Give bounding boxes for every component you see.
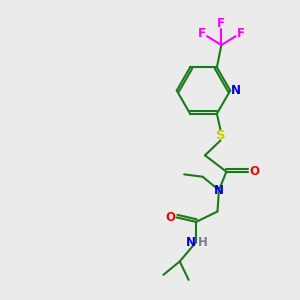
Text: F: F: [237, 27, 245, 40]
Text: N: N: [214, 184, 224, 196]
Text: S: S: [216, 129, 225, 142]
Text: N: N: [231, 84, 241, 97]
Text: H: H: [198, 236, 208, 249]
Text: O: O: [165, 211, 175, 224]
Text: O: O: [249, 165, 259, 178]
Text: N: N: [186, 236, 196, 249]
Text: F: F: [217, 17, 225, 30]
Text: F: F: [198, 27, 206, 40]
